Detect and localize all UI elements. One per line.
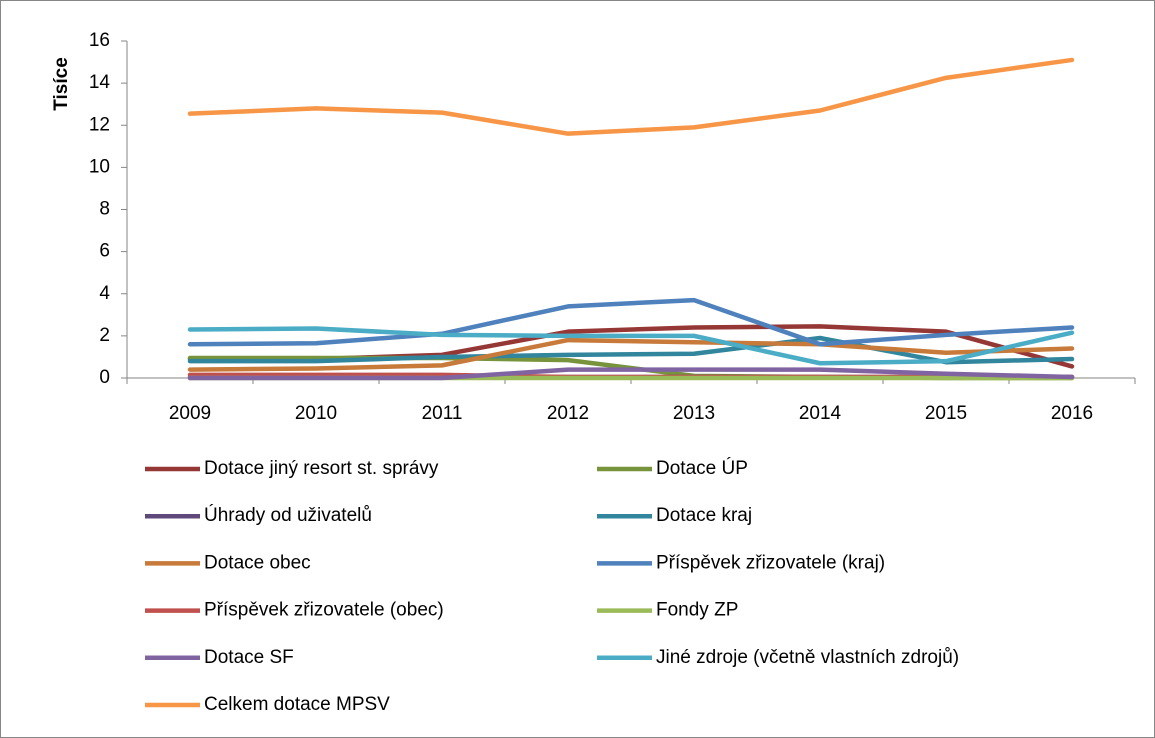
legend-label: Příspěvek zřizovatele (obec) <box>204 600 444 621</box>
legend-label: Fondy ZP <box>656 600 738 621</box>
series-line <box>187 326 1075 366</box>
y-tick-label: 16 <box>89 30 110 51</box>
legend-label: Příspěvek zřizovatele (kraj) <box>656 552 885 573</box>
y-tick-label: 0 <box>99 367 110 388</box>
legend-label: Dotace ÚP <box>656 457 748 479</box>
y-axis-title: Tisíce <box>51 57 72 111</box>
series-line <box>187 337 1075 372</box>
y-tick-label: 6 <box>99 241 110 262</box>
x-tick-label: 2011 <box>422 403 463 424</box>
y-tick-label: 12 <box>89 114 110 135</box>
legend-label: Jiné zdroje (včetně vlastních zdrojů) <box>656 647 959 668</box>
legend-label: Úhrady od uživatelů <box>204 504 372 526</box>
legend-label: Dotace obec <box>204 552 311 573</box>
y-tick-label: 2 <box>99 325 110 346</box>
series-line <box>187 297 1075 347</box>
x-tick-label: 2009 <box>169 403 211 424</box>
x-tick-label: 2014 <box>799 403 842 424</box>
x-tick-label: 2015 <box>925 403 967 424</box>
y-tick-label: 4 <box>99 283 110 304</box>
legend-label: Dotace jiný resort st. správy <box>204 458 439 479</box>
y-tick-label: 8 <box>99 199 110 220</box>
x-tick-label: 2010 <box>295 403 337 424</box>
x-tick-label: 2016 <box>1051 403 1093 424</box>
x-tick-label: 2013 <box>673 403 715 424</box>
legend-label: Celkem dotace MPSV <box>204 694 390 715</box>
y-tick-label: 14 <box>89 72 111 93</box>
x-tick-label: 2012 <box>547 403 589 424</box>
series-line <box>187 57 1075 136</box>
series-line <box>187 335 1075 365</box>
legend-label: Dotace SF <box>204 647 294 668</box>
legend-label: Dotace kraj <box>656 505 752 526</box>
series-line <box>187 367 1075 381</box>
y-tick-label: 10 <box>89 156 110 177</box>
